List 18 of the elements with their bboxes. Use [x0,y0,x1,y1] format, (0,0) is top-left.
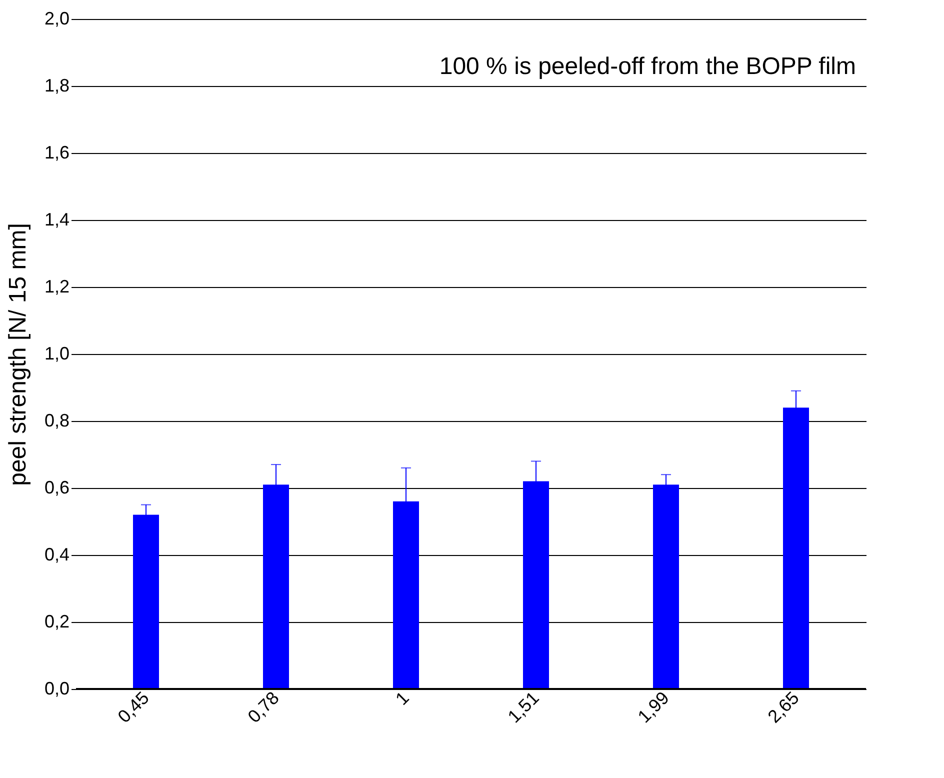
y-tick-label: 1,2 [44,276,70,296]
y-tick-label: 0,0 [44,678,70,698]
y-tick-label: 1,6 [44,142,70,162]
y-tick-label: 1,0 [44,344,70,364]
y-tick-label: 1,8 [44,76,70,96]
y-tick-label: 1,4 [44,210,70,230]
y-tick-label: 2,0 [44,8,70,28]
x-tick-label: 0,45 [114,688,153,727]
x-tick-label: 0,78 [244,688,283,727]
y-tick-label: 0,4 [44,544,70,564]
annotation: 100 % is peeled-off from the BOPP film [439,53,856,80]
y-tick-label: 0,8 [44,410,70,430]
x-tick-label: 1 [392,688,413,709]
x-tick-label: 1,99 [634,688,673,727]
y-tick-label: 0,2 [44,612,70,632]
y-tick-label: 0,6 [44,478,70,498]
x-tick-label: 1,51 [504,688,543,727]
y-axis-title: peel strength [N/ 15 mm] [4,223,32,486]
